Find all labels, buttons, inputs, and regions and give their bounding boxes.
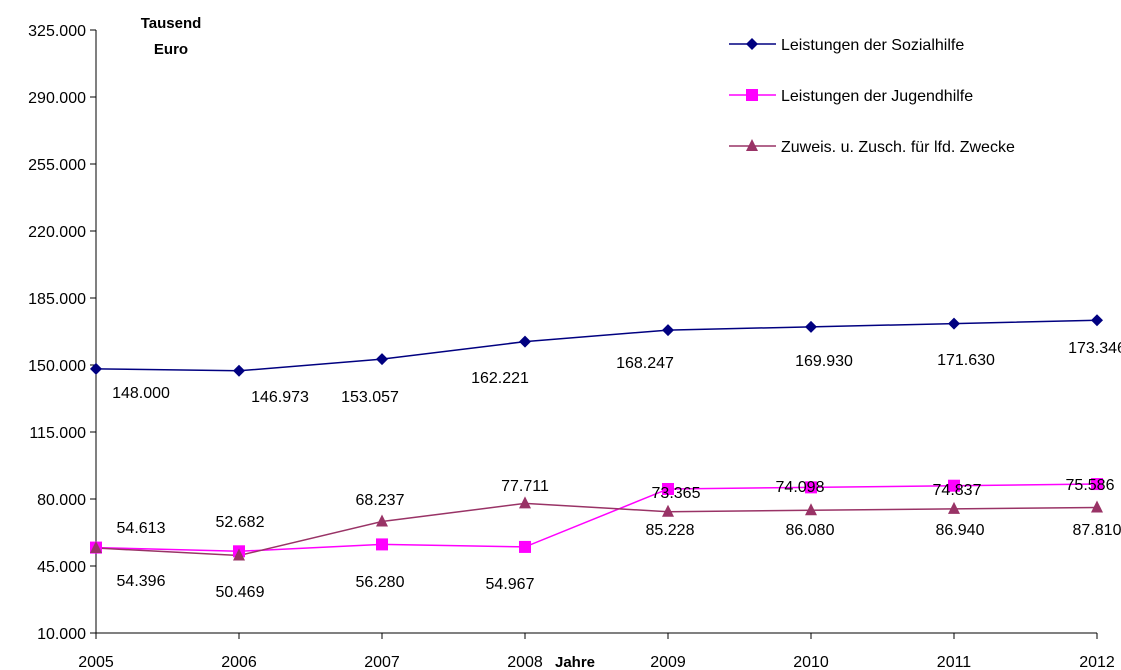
data-label: 168.247 <box>616 355 674 372</box>
y-axis-ticks: 10.000 45.000 80.000 115.000 150.000 185.000 2… <box>28 23 96 643</box>
series-1-point <box>662 324 674 337</box>
x-axis-title: Jahre <box>555 654 595 670</box>
series-1-point <box>1091 314 1103 327</box>
x-tick-label: 2006 <box>221 654 257 670</box>
y-tick-label: 325.000 <box>28 23 86 40</box>
series-3-point <box>233 548 245 561</box>
data-label: 73.365 <box>652 485 701 502</box>
series-1-point <box>90 362 102 375</box>
y-tick-label: 185.000 <box>28 291 86 308</box>
series-lines <box>95 319 1098 557</box>
data-label: 75.586 <box>1066 477 1115 494</box>
data-labels: 148.000 146.973 153.057 162.221 168.247 169.9… <box>112 340 1121 601</box>
y-tick-label: 255.000 <box>28 157 86 174</box>
data-label: 52.682 <box>216 514 265 531</box>
series-3-point <box>1091 500 1103 513</box>
series-2-point <box>948 479 960 492</box>
series-3-point <box>376 514 388 527</box>
y-tick-label: 290.000 <box>28 90 86 107</box>
x-tick-label: 2008 <box>507 654 543 670</box>
legend-label: Leistungen der Sozialhilfe <box>781 37 964 54</box>
x-tick-label: 2009 <box>650 654 686 670</box>
series-line-1 <box>95 319 1098 372</box>
y-axis-title-line-1: Tausend <box>141 15 202 32</box>
series-2-point <box>376 538 388 551</box>
series-3-point <box>90 541 102 554</box>
legend-marker <box>746 139 758 151</box>
data-label: 86.080 <box>786 522 835 539</box>
series-1-point <box>233 364 245 377</box>
legend-label: Zuweis. u. Zusch. für lfd. Zwecke <box>781 139 1015 156</box>
x-tick-label: 2012 <box>1079 654 1115 670</box>
data-label: 54.613 <box>117 520 166 537</box>
series-2-point <box>1091 478 1103 491</box>
data-label: 56.280 <box>356 574 405 591</box>
series-1-point <box>519 335 531 348</box>
y-tick-label: 115.000 <box>29 425 86 442</box>
series-3-point <box>662 504 674 517</box>
data-label: 87.810 <box>1073 522 1121 539</box>
data-label: 50.469 <box>216 584 265 601</box>
data-label: 85.228 <box>646 522 695 539</box>
series-2-point <box>519 540 531 553</box>
data-label: 171.630 <box>937 352 995 369</box>
data-label: 74.837 <box>933 482 982 499</box>
data-label: 153.057 <box>341 389 399 406</box>
y-axis-title-line-2: Euro <box>154 41 188 58</box>
series-3-point <box>805 503 817 516</box>
axes <box>95 30 1097 634</box>
legend: Leistungen der Sozialhilfe Leistungen der… <box>729 37 1015 156</box>
x-tick-label: 2007 <box>364 654 400 670</box>
y-tick-label: 10.000 <box>37 626 86 643</box>
x-tick-label: 2005 <box>78 654 114 670</box>
data-label: 74.098 <box>776 479 825 496</box>
data-label: 162.221 <box>471 370 529 387</box>
y-tick-label: 220.000 <box>28 224 86 241</box>
data-label: 169.930 <box>795 353 853 370</box>
series-3-point <box>519 496 531 509</box>
data-label: 77.711 <box>501 478 549 495</box>
y-tick-label: 45.000 <box>37 559 86 576</box>
y-tick-label: 150.000 <box>28 358 86 375</box>
legend-label: Leistungen der Jugendhilfe <box>781 88 973 105</box>
data-label: 68.237 <box>356 492 405 509</box>
series-1-point <box>805 320 817 333</box>
data-label: 54.967 <box>486 576 535 593</box>
series-3-point <box>948 501 960 514</box>
legend-marker <box>746 38 758 50</box>
x-tick-label: 2011 <box>937 654 972 670</box>
series-2-point <box>662 482 674 495</box>
legend-marker <box>746 89 758 101</box>
data-label: 173.346 <box>1068 340 1121 357</box>
x-axis-ticks: 2005 2006 2007 2008 2009 2010 2011 2012 <box>78 633 1115 670</box>
data-label: 54.396 <box>117 573 166 590</box>
series-2-point <box>805 481 817 494</box>
series-1-point <box>376 353 388 366</box>
x-tick-label: 2010 <box>793 654 829 670</box>
series-markers <box>90 314 1103 561</box>
series-line-3 <box>95 502 1098 557</box>
y-tick-label: 80.000 <box>37 492 86 509</box>
data-label: 86.940 <box>936 522 985 539</box>
series-1-point <box>948 317 960 330</box>
data-label: 148.000 <box>112 385 170 402</box>
data-label: 146.973 <box>251 389 309 406</box>
